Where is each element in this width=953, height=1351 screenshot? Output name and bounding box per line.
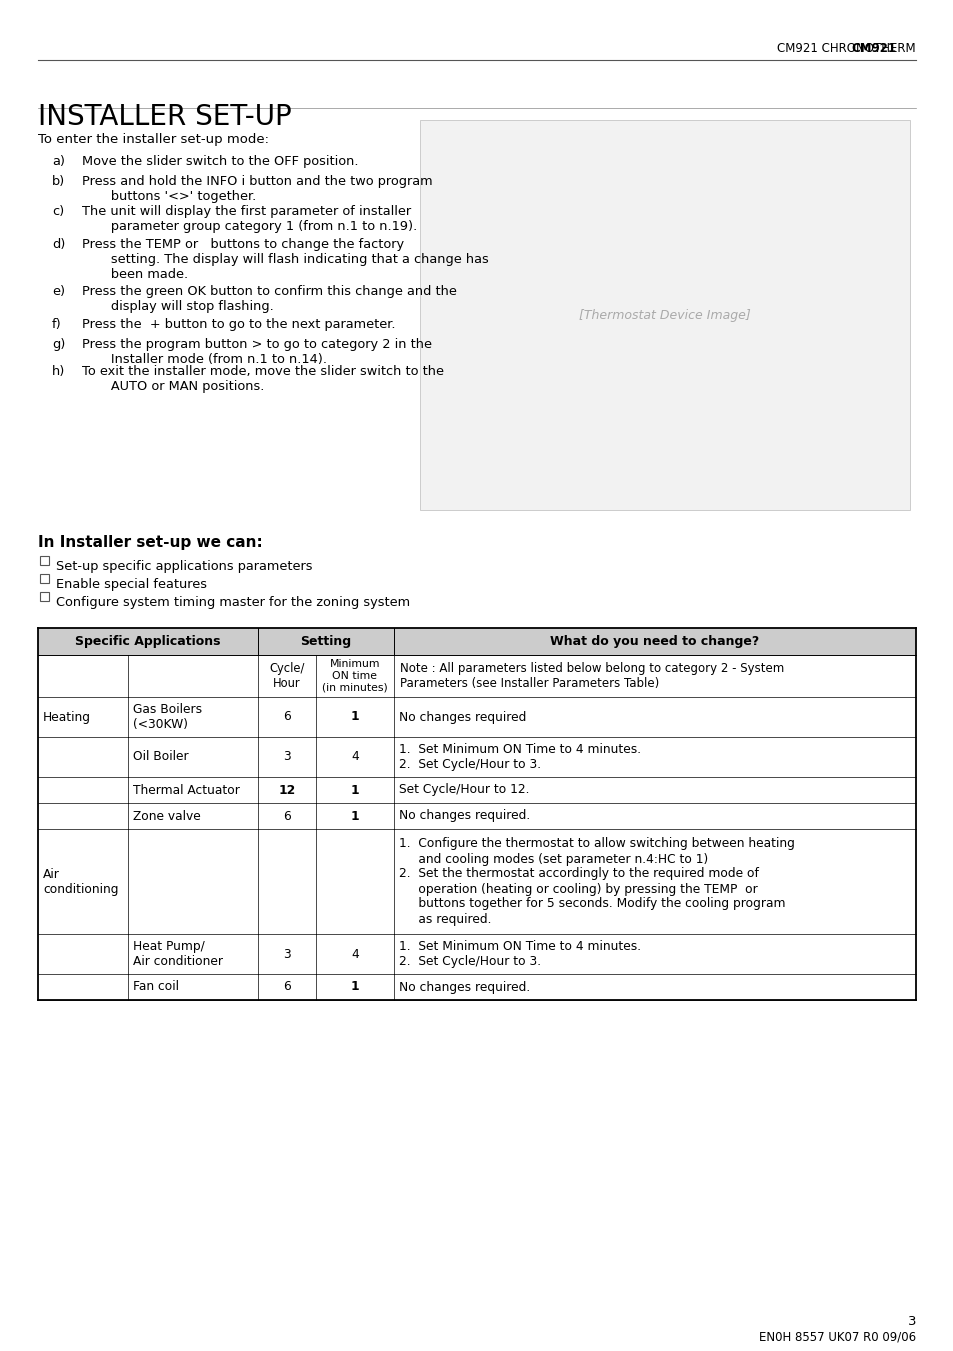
Text: Move the slider switch to the OFF position.: Move the slider switch to the OFF positi… bbox=[82, 155, 358, 168]
Bar bbox=[40, 574, 49, 584]
Bar bbox=[419, 120, 909, 509]
Text: Specific Applications: Specific Applications bbox=[75, 635, 220, 648]
Text: Setting: Setting bbox=[300, 635, 352, 648]
Text: Gas Boilers
(<30KW): Gas Boilers (<30KW) bbox=[132, 703, 202, 731]
Text: No changes required.: No changes required. bbox=[398, 981, 530, 993]
Text: 1: 1 bbox=[351, 711, 359, 724]
Text: 1.  Configure the thermostat to allow switching between heating
     and cooling: 1. Configure the thermostat to allow swi… bbox=[398, 838, 794, 925]
Text: Press and hold the INFO i button and the two program
       buttons '<>' togethe: Press and hold the INFO i button and the… bbox=[82, 176, 432, 203]
Text: Enable special features: Enable special features bbox=[56, 578, 207, 590]
Text: CM921: CM921 bbox=[850, 42, 895, 55]
Text: 4: 4 bbox=[351, 947, 358, 961]
Text: e): e) bbox=[52, 285, 65, 299]
Text: Configure system timing master for the zoning system: Configure system timing master for the z… bbox=[56, 596, 410, 609]
Text: Set-up specific applications parameters: Set-up specific applications parameters bbox=[56, 561, 313, 573]
Text: 1: 1 bbox=[351, 809, 359, 823]
Text: 4: 4 bbox=[351, 751, 358, 763]
Bar bbox=[38, 628, 915, 655]
Text: d): d) bbox=[52, 238, 66, 251]
Text: g): g) bbox=[52, 338, 66, 351]
Text: Zone valve: Zone valve bbox=[132, 809, 200, 823]
Text: 3: 3 bbox=[283, 751, 291, 763]
Text: Note : All parameters listed below belong to category 2 - System
Parameters (see: Note : All parameters listed below belon… bbox=[399, 662, 783, 690]
Text: Press the program button > to go to category 2 in the
       Installer mode (fro: Press the program button > to go to cate… bbox=[82, 338, 432, 366]
Text: Cycle/
Hour: Cycle/ Hour bbox=[269, 662, 304, 690]
Text: Heat Pump/
Air conditioner: Heat Pump/ Air conditioner bbox=[132, 940, 223, 969]
Text: c): c) bbox=[52, 205, 64, 218]
Text: EN0H 8557 UK07 R0 09/06: EN0H 8557 UK07 R0 09/06 bbox=[758, 1329, 915, 1343]
Text: 3: 3 bbox=[906, 1315, 915, 1328]
Text: To enter the installer set-up mode:: To enter the installer set-up mode: bbox=[38, 132, 269, 146]
Text: Oil Boiler: Oil Boiler bbox=[132, 751, 189, 763]
Text: What do you need to change?: What do you need to change? bbox=[550, 635, 759, 648]
Text: Minimum
ON time
(in minutes): Minimum ON time (in minutes) bbox=[322, 659, 388, 693]
Text: 1.  Set Minimum ON Time to 4 minutes.
2.  Set Cycle/Hour to 3.: 1. Set Minimum ON Time to 4 minutes. 2. … bbox=[398, 940, 640, 969]
Text: The unit will display the first parameter of installer
       parameter group ca: The unit will display the first paramete… bbox=[82, 205, 416, 232]
Text: To exit the installer mode, move the slider switch to the
       AUTO or MAN pos: To exit the installer mode, move the sli… bbox=[82, 365, 443, 393]
Text: CM921 CHRONOTHERM: CM921 CHRONOTHERM bbox=[777, 42, 915, 55]
Text: b): b) bbox=[52, 176, 65, 188]
Text: Set Cycle/Hour to 12.: Set Cycle/Hour to 12. bbox=[398, 784, 529, 797]
Text: 1: 1 bbox=[351, 981, 359, 993]
Text: Fan coil: Fan coil bbox=[132, 981, 179, 993]
Text: Air
conditioning: Air conditioning bbox=[43, 867, 118, 896]
Text: No changes required: No changes required bbox=[398, 711, 526, 724]
Text: Thermal Actuator: Thermal Actuator bbox=[132, 784, 239, 797]
Text: 6: 6 bbox=[283, 981, 291, 993]
Text: Press the  + button to go to the next parameter.: Press the + button to go to the next par… bbox=[82, 317, 395, 331]
Text: No changes required.: No changes required. bbox=[398, 809, 530, 823]
Text: 3: 3 bbox=[283, 947, 291, 961]
Text: Press the green OK button to confirm this change and the
       display will sto: Press the green OK button to confirm thi… bbox=[82, 285, 456, 313]
Text: 6: 6 bbox=[283, 809, 291, 823]
Text: 12: 12 bbox=[278, 784, 295, 797]
Text: [Thermostat Device Image]: [Thermostat Device Image] bbox=[578, 308, 750, 322]
Text: 1.  Set Minimum ON Time to 4 minutes.
2.  Set Cycle/Hour to 3.: 1. Set Minimum ON Time to 4 minutes. 2. … bbox=[398, 743, 640, 771]
Text: 6: 6 bbox=[283, 711, 291, 724]
Bar bbox=[40, 557, 49, 565]
Text: Heating: Heating bbox=[43, 711, 91, 724]
Bar bbox=[40, 592, 49, 601]
Text: f): f) bbox=[52, 317, 62, 331]
Text: h): h) bbox=[52, 365, 66, 378]
Text: In Installer set-up we can:: In Installer set-up we can: bbox=[38, 535, 262, 550]
Text: a): a) bbox=[52, 155, 65, 168]
Text: INSTALLER SET-UP: INSTALLER SET-UP bbox=[38, 103, 292, 131]
Text: Press the TEMP or   buttons to change the factory
       setting. The display wi: Press the TEMP or buttons to change the … bbox=[82, 238, 488, 281]
Text: 1: 1 bbox=[351, 784, 359, 797]
